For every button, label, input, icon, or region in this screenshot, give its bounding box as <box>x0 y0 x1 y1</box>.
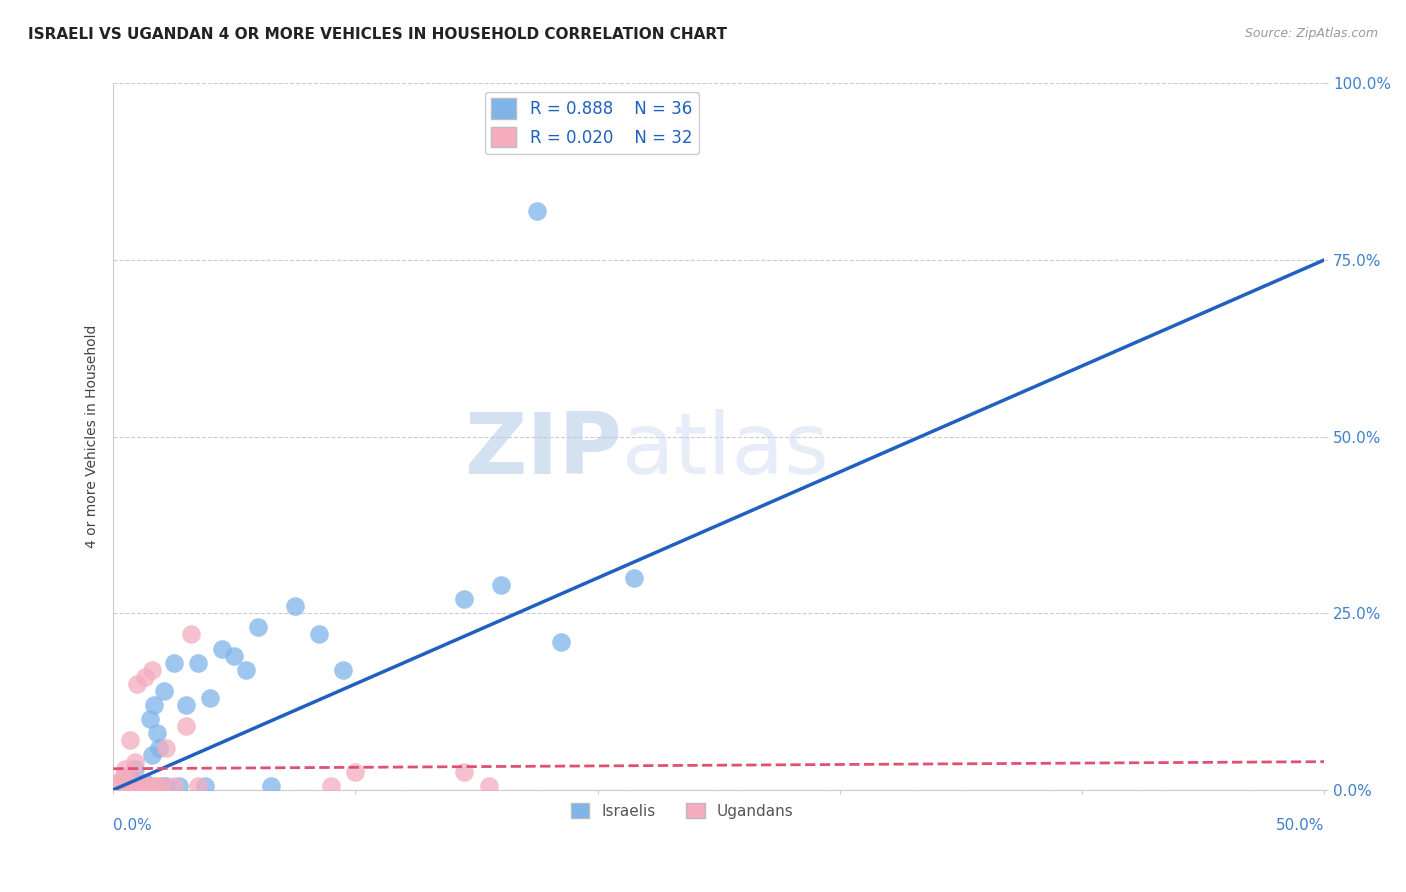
Point <box>180 627 202 641</box>
Point <box>150 780 173 794</box>
Point <box>211 641 233 656</box>
Point <box>143 698 166 713</box>
Point <box>121 780 143 794</box>
Point <box>526 203 548 218</box>
Point <box>111 769 134 783</box>
Text: 0.0%: 0.0% <box>114 818 152 833</box>
Point <box>114 776 136 790</box>
Point <box>332 663 354 677</box>
Point <box>146 780 169 794</box>
Point <box>150 780 173 794</box>
Point <box>153 684 176 698</box>
Point <box>110 780 132 794</box>
Point <box>259 780 281 794</box>
Point <box>131 780 153 794</box>
Point <box>489 578 512 592</box>
Point <box>174 698 197 713</box>
Point <box>163 656 186 670</box>
Point <box>138 780 160 794</box>
Point <box>127 677 149 691</box>
Point <box>121 780 143 794</box>
Point <box>477 780 499 794</box>
Y-axis label: 4 or more Vehicles in Household: 4 or more Vehicles in Household <box>86 325 100 549</box>
Point <box>127 776 149 790</box>
Point <box>127 780 149 794</box>
Point <box>141 663 163 677</box>
Point <box>120 769 142 783</box>
Text: 50.0%: 50.0% <box>1275 818 1324 833</box>
Text: ZIP: ZIP <box>464 409 621 492</box>
Point <box>155 780 177 794</box>
Point <box>146 726 169 740</box>
Point <box>163 780 186 794</box>
Point <box>224 648 246 663</box>
Point <box>127 780 149 794</box>
Point <box>143 780 166 794</box>
Point <box>284 599 307 614</box>
Point <box>155 740 177 755</box>
Point <box>120 733 142 747</box>
Point <box>138 712 160 726</box>
Point <box>117 780 139 794</box>
Point <box>124 780 146 794</box>
Point <box>550 634 572 648</box>
Point <box>131 780 153 794</box>
Legend: Israelis, Ugandans: Israelis, Ugandans <box>565 797 800 825</box>
Text: ISRAELI VS UGANDAN 4 OR MORE VEHICLES IN HOUSEHOLD CORRELATION CHART: ISRAELI VS UGANDAN 4 OR MORE VEHICLES IN… <box>28 27 727 42</box>
Point <box>194 780 217 794</box>
Point <box>453 765 475 780</box>
Point <box>121 769 143 783</box>
Point <box>114 776 136 790</box>
Point <box>148 740 170 755</box>
Point <box>107 776 129 790</box>
Point <box>120 780 142 794</box>
Point <box>134 670 156 684</box>
Point <box>247 620 270 634</box>
Point <box>167 780 190 794</box>
Point <box>308 627 330 641</box>
Point <box>141 747 163 762</box>
Text: atlas: atlas <box>621 409 830 492</box>
Point <box>114 762 136 776</box>
Point <box>124 755 146 769</box>
Point <box>187 656 209 670</box>
Point <box>623 571 645 585</box>
Point <box>187 780 209 794</box>
Point <box>235 663 257 677</box>
Point <box>138 780 160 794</box>
Point <box>134 776 156 790</box>
Point <box>453 592 475 607</box>
Point <box>321 780 343 794</box>
Point <box>344 765 367 780</box>
Point <box>128 780 150 794</box>
Text: Source: ZipAtlas.com: Source: ZipAtlas.com <box>1244 27 1378 40</box>
Point <box>198 691 221 706</box>
Point <box>124 762 146 776</box>
Point <box>174 719 197 733</box>
Point <box>136 780 159 794</box>
